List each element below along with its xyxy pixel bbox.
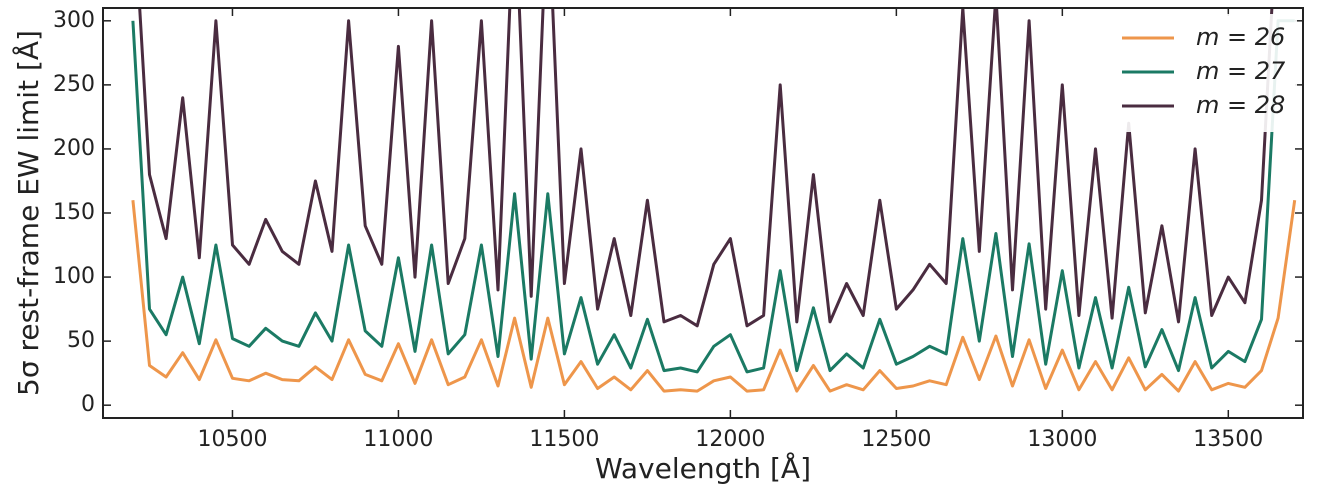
y-axis-label: 5σ rest-frame EW limit [Å] xyxy=(11,30,45,396)
x-tick-label: 11500 xyxy=(529,427,599,452)
y-tick-label: 150 xyxy=(53,200,95,225)
x-tick-label: 12000 xyxy=(695,427,765,452)
x-tick-label: 12500 xyxy=(861,427,931,452)
x-tick-label: 11000 xyxy=(363,427,433,452)
x-tick-label: 13500 xyxy=(1193,427,1263,452)
legend-label: m = 28 xyxy=(1196,91,1285,119)
y-tick-label: 50 xyxy=(67,328,95,353)
plot-area xyxy=(131,8,1297,393)
y-tick-label: 200 xyxy=(53,136,95,161)
series-line xyxy=(138,8,1274,328)
series-line xyxy=(131,199,1297,393)
series-line xyxy=(131,19,1295,374)
y-tick-label: 0 xyxy=(81,392,95,417)
y-tick-label: 250 xyxy=(53,72,95,97)
y-tick-label: 100 xyxy=(53,264,95,289)
y-tick-label: 300 xyxy=(53,8,95,33)
x-tick-label: 13000 xyxy=(1027,427,1097,452)
legend-label: m = 26 xyxy=(1196,23,1285,51)
x-tick-label: 10500 xyxy=(197,427,267,452)
legend-label: m = 27 xyxy=(1196,57,1286,85)
x-axis-label: Wavelength [Å] xyxy=(595,451,811,485)
